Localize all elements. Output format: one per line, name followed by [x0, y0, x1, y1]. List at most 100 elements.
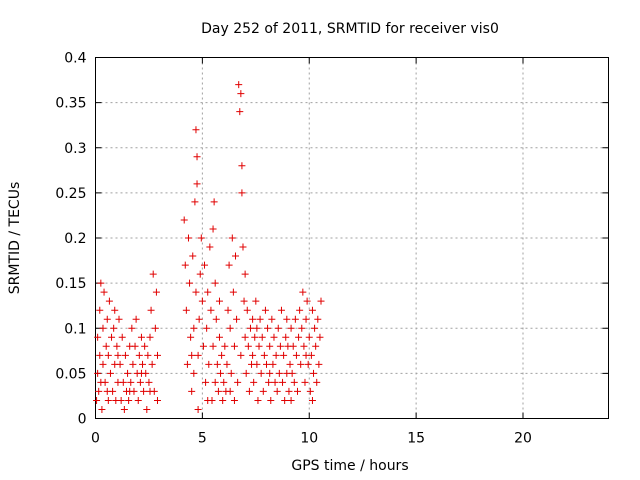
data-point	[134, 396, 142, 404]
data-point	[269, 360, 277, 368]
x-tick-label: 15	[407, 431, 425, 447]
data-point	[194, 351, 202, 359]
data-point	[310, 369, 318, 377]
data-point	[128, 324, 136, 332]
data-point	[302, 315, 310, 323]
data-point	[194, 405, 202, 413]
data-point	[281, 396, 289, 404]
x-tick-label: 5	[198, 431, 207, 447]
data-point	[148, 360, 156, 368]
data-point	[96, 351, 104, 359]
data-point	[144, 351, 152, 359]
data-point	[203, 324, 211, 332]
data-point	[230, 342, 238, 350]
data-point	[184, 234, 192, 242]
data-point	[306, 387, 314, 395]
data-point	[299, 288, 307, 296]
data-point	[258, 333, 266, 341]
data-point	[104, 351, 112, 359]
data-point	[129, 360, 137, 368]
data-point	[137, 333, 145, 341]
data-point	[106, 369, 114, 377]
data-point	[270, 333, 278, 341]
data-point	[296, 306, 304, 314]
data-point	[249, 315, 257, 323]
data-point	[230, 396, 238, 404]
data-point	[286, 360, 294, 368]
data-point	[209, 342, 217, 350]
data-point	[229, 288, 237, 296]
data-point	[114, 351, 122, 359]
data-point	[271, 378, 279, 386]
data-point	[288, 369, 296, 377]
data-point	[214, 387, 222, 395]
data-point	[102, 342, 110, 350]
data-point	[135, 351, 143, 359]
data-point	[117, 396, 125, 404]
x-tick-label: 10	[300, 431, 318, 447]
data-point	[209, 225, 217, 233]
data-point	[103, 315, 111, 323]
data-point	[146, 333, 154, 341]
data-point	[121, 351, 129, 359]
data-point	[193, 153, 201, 161]
data-point	[183, 360, 191, 368]
data-point	[190, 369, 198, 377]
data-point	[211, 279, 219, 287]
data-points	[93, 81, 325, 413]
data-point	[295, 333, 303, 341]
data-point	[290, 378, 298, 386]
tick-layer: 0 0.05 0.1 0.15 0.2 0.25 0.3 0.35 0.4 0 5 10 15 20	[55, 51, 609, 447]
data-point	[292, 351, 300, 359]
data-point	[116, 360, 124, 368]
data-point	[147, 306, 155, 314]
data-point	[241, 270, 249, 278]
data-point	[191, 198, 199, 206]
data-point	[255, 342, 263, 350]
data-point	[153, 396, 161, 404]
data-point	[145, 378, 153, 386]
data-point	[188, 351, 196, 359]
data-point	[125, 396, 133, 404]
data-point	[259, 387, 267, 395]
data-point	[245, 387, 253, 395]
data-point	[260, 351, 268, 359]
x-tick-label: 0	[91, 431, 100, 447]
data-point	[246, 324, 254, 332]
data-point	[99, 360, 107, 368]
data-point	[97, 279, 105, 287]
data-point	[238, 162, 246, 170]
data-point	[146, 387, 154, 395]
y-tick-label: 0.1	[64, 321, 86, 337]
data-point	[190, 324, 198, 332]
data-point	[253, 360, 261, 368]
y-tick-label: 0	[78, 412, 87, 428]
chart-title: Day 252 of 2011, SRMTID for receiver vis…	[201, 21, 499, 37]
data-point	[287, 396, 295, 404]
y-axis-label: SRMTID / TECUs	[7, 182, 23, 295]
data-point	[236, 108, 244, 116]
x-tick-label: 20	[514, 431, 532, 447]
data-point	[265, 378, 273, 386]
data-point	[220, 378, 228, 386]
y-tick-label: 0.05	[55, 366, 86, 382]
y-tick-label: 0.15	[55, 276, 86, 292]
data-point	[264, 324, 272, 332]
data-point	[219, 396, 227, 404]
data-point	[108, 333, 116, 341]
data-point	[251, 333, 259, 341]
data-point	[298, 324, 306, 332]
data-point	[266, 342, 274, 350]
y-tick-label: 0.4	[64, 51, 86, 67]
data-point	[239, 243, 247, 251]
data-point	[110, 324, 118, 332]
data-point	[266, 369, 274, 377]
data-point	[301, 378, 309, 386]
data-point	[205, 360, 213, 368]
data-point	[94, 369, 102, 377]
data-point	[257, 369, 265, 377]
data-point	[198, 297, 206, 305]
data-point	[119, 378, 127, 386]
data-point	[275, 369, 283, 377]
